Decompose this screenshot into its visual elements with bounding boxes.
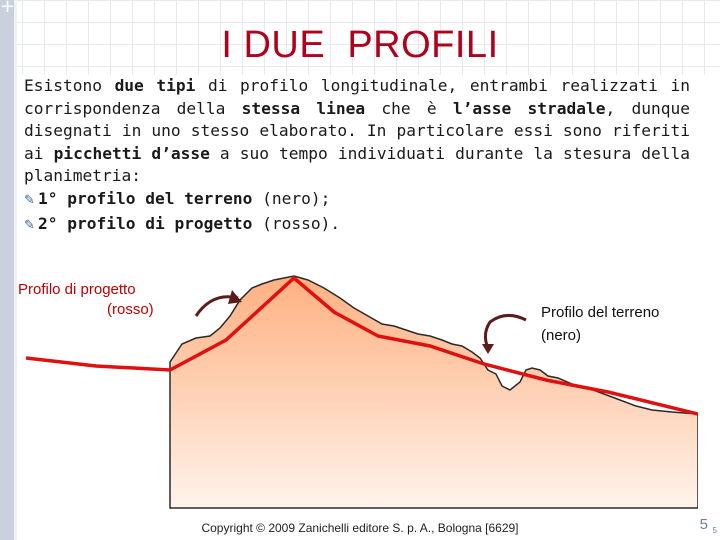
pencil-icon: ✎	[24, 215, 38, 238]
bullet-item-1: ✎ 1° profilo del terreno (nero);	[24, 188, 690, 213]
label-profilo-progetto: Profilo di progetto	[18, 281, 136, 298]
arrow-left-head	[228, 290, 242, 304]
text-bold-due-tipi: due tipi	[115, 76, 196, 95]
arrow-right-head	[482, 344, 494, 354]
body-text: Esistono due tipi di profilo longitudina…	[24, 75, 690, 237]
text-run: che è	[365, 99, 453, 118]
label-profilo-terreno: Profilo del terreno	[541, 304, 659, 321]
copyright-footer: Copyright © 2009 Zanichelli editore S. p…	[0, 521, 720, 535]
slide-title: I DUE PROFILI	[0, 24, 720, 67]
text-bold-picchetti: picchetti d’asse	[54, 144, 210, 163]
label-profilo-progetto-sub: (rosso)	[107, 301, 154, 318]
bullet-rest: (rosso).	[252, 214, 340, 233]
pencil-icon: ✎	[24, 190, 38, 213]
arrow-right-curve	[485, 315, 526, 348]
text-bold-stessa-linea: stessa linea	[242, 99, 365, 118]
bullet-bold: 1° profilo del terreno	[38, 189, 252, 208]
bullet-rest: (nero);	[252, 189, 330, 208]
text-bold-asse-stradale: l’asse stradale	[453, 99, 606, 118]
corner-plus-icon: +	[0, 0, 15, 17]
page-number-small: 5	[713, 526, 717, 535]
left-decorative-bar	[0, 0, 14, 540]
bullet-item-2: ✎ 2° profilo di progetto (rosso).	[24, 213, 690, 238]
text-run: Esistono	[24, 76, 115, 95]
page-number: 5	[700, 516, 708, 533]
bullet-bold: 2° profilo di progetto	[38, 214, 252, 233]
label-profilo-terreno-sub: (nero)	[541, 327, 581, 344]
left-decorative-bar-inner	[14, 0, 17, 540]
